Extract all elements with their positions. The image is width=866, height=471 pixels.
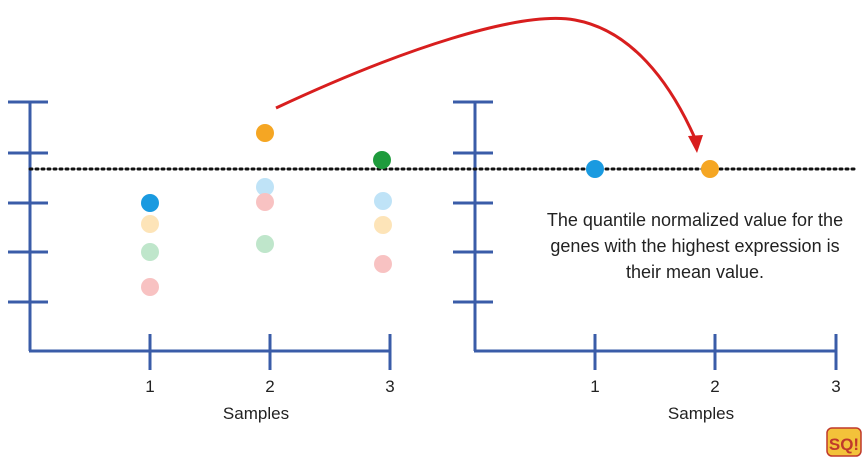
orange-dot [701,160,719,178]
left-axes [8,100,392,370]
orange-dot [256,124,274,142]
faded-red-dot [374,255,392,273]
right-x-label: Samples [668,404,734,423]
left-faded-dots [141,178,392,296]
faded-blue-dot [256,178,274,196]
left-x-label: Samples [223,404,289,423]
left-tick-label: 1 [145,377,154,396]
faded-green-dot [141,243,159,261]
faded-red-dot [141,278,159,296]
faded-red-dot [256,193,274,211]
right-tick-label: 1 [590,377,599,396]
left-tick-label: 2 [265,377,274,396]
green-dot [373,151,391,169]
faded-blue-dot [374,192,392,210]
right-dots [586,160,719,178]
caption-text: The quantile normalized value for the ge… [546,210,844,282]
faded-orange-dot [374,216,392,234]
blue-dot [586,160,604,178]
right-tick-label: 3 [831,377,840,396]
right-tick-label: 2 [710,377,719,396]
left-tick-label: 3 [385,377,394,396]
arrow-curve [275,16,699,144]
arrow-head [688,135,703,153]
svg-text:SQ!: SQ! [829,435,859,454]
blue-dot [141,194,159,212]
faded-green-dot [256,235,274,253]
red-arrow [275,16,703,153]
faded-orange-dot [141,215,159,233]
statquest-logo: SQ! [826,427,862,457]
left-highlight-dots [141,124,391,212]
right-axes [453,100,838,370]
